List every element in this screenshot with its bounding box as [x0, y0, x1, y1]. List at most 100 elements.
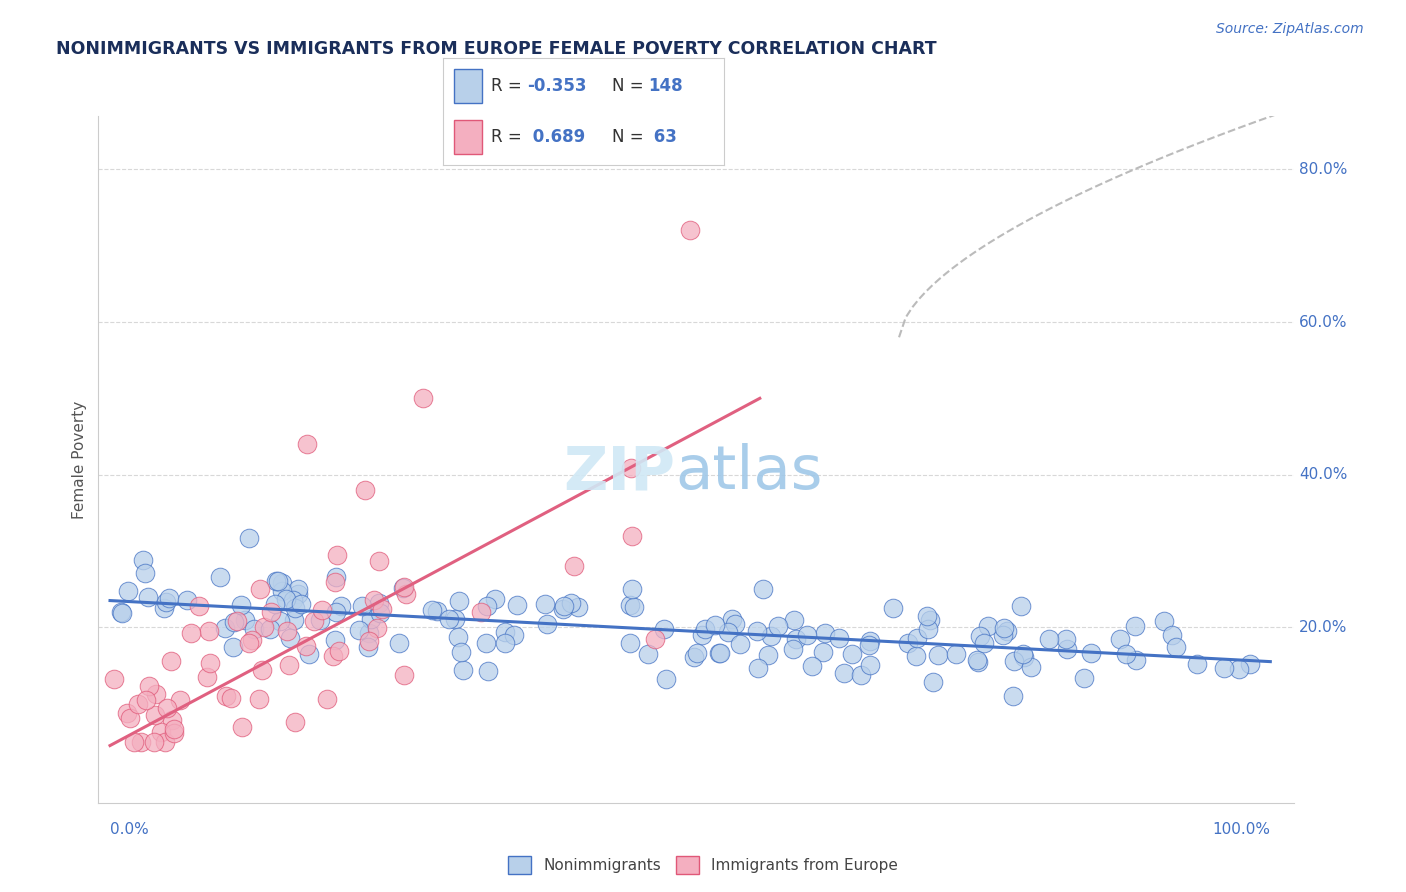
Point — [724, 617, 747, 632]
Point — [1239, 657, 1261, 671]
Point — [226, 614, 249, 628]
Point — [169, 692, 191, 706]
Point — [1213, 660, 1236, 674]
Point — [444, 612, 467, 626]
Point — [290, 598, 312, 612]
Point — [619, 636, 641, 650]
Point — [287, 587, 309, 601]
Point — [187, 599, 209, 613]
Point — [180, 626, 202, 640]
Point — [945, 647, 967, 661]
Point — [553, 602, 575, 616]
Point — [276, 624, 298, 638]
Point — [243, 622, 266, 636]
Point — [392, 580, 415, 594]
Point — [1115, 648, 1137, 662]
Point — [134, 566, 156, 580]
Point — [325, 605, 347, 619]
Point — [159, 591, 181, 605]
Point — [143, 708, 166, 723]
Point — [484, 592, 506, 607]
Point — [325, 570, 347, 584]
Point — [904, 648, 927, 663]
Point — [1080, 646, 1102, 660]
Point — [858, 638, 880, 652]
Point — [811, 645, 834, 659]
Point — [274, 591, 297, 606]
Point — [709, 646, 731, 660]
Point — [357, 640, 380, 655]
Point — [330, 599, 353, 614]
Point — [567, 599, 589, 614]
Point — [619, 598, 641, 612]
Text: 63: 63 — [648, 128, 678, 146]
Point — [693, 622, 716, 636]
Point — [1166, 640, 1188, 654]
Point — [494, 625, 516, 640]
Point — [1012, 650, 1035, 665]
Point — [350, 599, 373, 613]
Point — [1108, 632, 1130, 646]
Point — [679, 223, 702, 237]
Point — [747, 661, 769, 675]
Point — [270, 576, 292, 591]
Point — [222, 640, 245, 654]
Point — [176, 592, 198, 607]
Point — [271, 583, 294, 598]
Point — [127, 697, 149, 711]
Point — [756, 648, 779, 662]
Point — [219, 691, 242, 706]
Point — [395, 587, 418, 601]
Point — [621, 529, 644, 543]
Point — [298, 647, 321, 661]
Text: 60.0%: 60.0% — [1299, 315, 1348, 329]
Point — [117, 584, 139, 599]
Point — [420, 603, 443, 617]
Point — [686, 646, 709, 660]
Point — [917, 608, 939, 623]
Point — [785, 632, 807, 646]
Point — [359, 634, 381, 648]
Point — [259, 622, 281, 636]
Point — [354, 483, 377, 497]
Point — [316, 692, 339, 706]
Point — [360, 611, 382, 625]
Point — [562, 559, 585, 574]
Point — [905, 632, 928, 646]
Point — [214, 689, 236, 703]
Point — [115, 706, 138, 720]
Point — [1019, 659, 1042, 673]
Text: R =: R = — [491, 77, 527, 95]
Text: N =: N = — [612, 77, 648, 95]
Point — [392, 581, 415, 595]
Point — [1002, 654, 1025, 668]
Point — [325, 574, 347, 589]
Text: R =: R = — [491, 128, 527, 146]
Point — [536, 616, 558, 631]
Point — [284, 714, 307, 729]
Point — [761, 629, 783, 643]
Point — [1227, 662, 1250, 676]
Text: atlas: atlas — [675, 443, 823, 502]
Point — [1056, 632, 1078, 646]
Point — [897, 636, 920, 650]
Text: 20.0%: 20.0% — [1299, 620, 1348, 635]
Point — [278, 631, 301, 645]
Point — [832, 665, 855, 680]
Point — [437, 612, 460, 626]
Point — [277, 657, 299, 672]
Point — [447, 630, 470, 644]
Point — [470, 605, 492, 619]
Point — [371, 602, 394, 616]
Point — [814, 626, 837, 640]
Point — [966, 653, 988, 667]
Point — [287, 582, 309, 596]
Point — [195, 670, 218, 684]
Point — [302, 614, 325, 628]
Point — [766, 619, 789, 633]
Point — [1073, 671, 1095, 685]
Point — [263, 597, 285, 611]
Point — [368, 607, 391, 621]
Point — [357, 625, 380, 640]
Point — [138, 679, 160, 693]
